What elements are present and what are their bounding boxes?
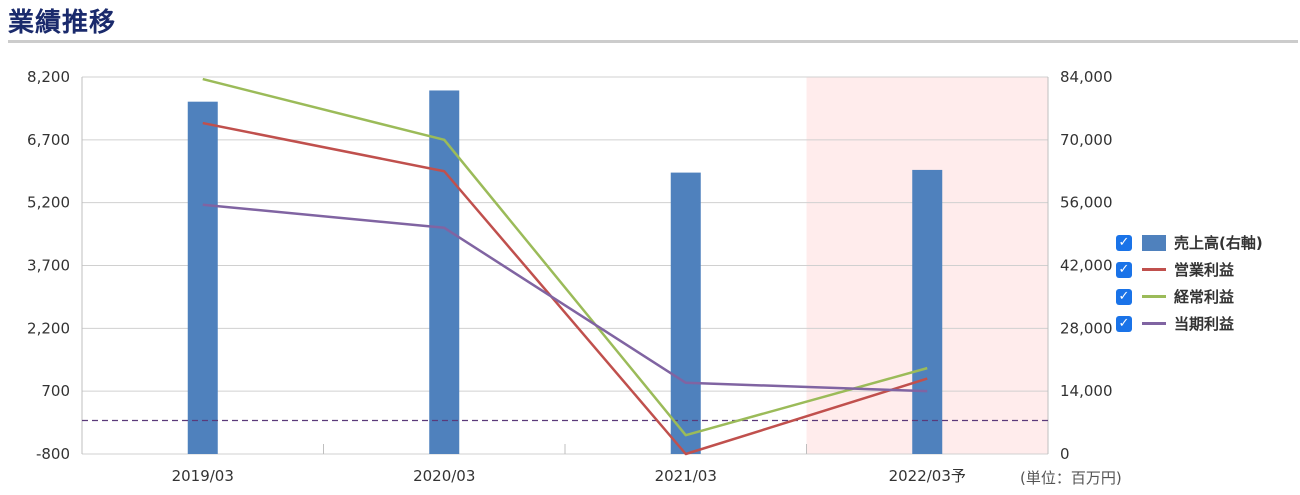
- checkbox-icon[interactable]: ✓: [1116, 288, 1132, 305]
- legend-item-operating-profit[interactable]: ✓ 営業利益: [1116, 256, 1296, 283]
- legend-label: 経常利益: [1174, 288, 1235, 306]
- x-axis-tick-label: 2019/03: [172, 467, 234, 485]
- legend-item-sales[interactable]: ✓ 売上高(右軸): [1116, 229, 1296, 256]
- checkbox-icon[interactable]: ✓: [1116, 234, 1132, 251]
- legend-label: 売上高(右軸): [1174, 234, 1263, 252]
- right-axis-tick-label: 0: [1060, 445, 1070, 463]
- right-axis-tick-label: 42,000: [1060, 257, 1113, 275]
- checkbox-icon[interactable]: ✓: [1116, 261, 1132, 278]
- left-axis-tick-label: 8,200: [27, 68, 70, 86]
- page-title: 業績推移: [8, 8, 117, 38]
- checkbox-icon[interactable]: ✓: [1116, 315, 1132, 332]
- sales-bar: [912, 169, 943, 454]
- right-axis-tick-label: 28,000: [1060, 319, 1113, 337]
- left-axis-tick-label: 700: [41, 382, 70, 400]
- legend-swatch-sales: [1142, 234, 1166, 251]
- left-axis-tick-label: 5,200: [27, 194, 70, 212]
- ordinary-profit-line: [202, 77, 928, 437]
- unit-note: (単位：百万円): [1020, 469, 1122, 487]
- right-axis-tick-label: 84,000: [1060, 68, 1113, 86]
- legend-label: 営業利益: [1174, 261, 1235, 279]
- net-profit-line: [202, 203, 928, 393]
- left-axis-tick-label: 6,700: [27, 131, 70, 149]
- x-axis-tick-label: 2022/03予: [889, 467, 966, 485]
- right-axis-tick-label: 70,000: [1060, 131, 1113, 149]
- legend-swatch-ordinary-profit: [1142, 295, 1166, 298]
- sales-bar: [187, 101, 218, 455]
- legend-swatch-net-profit: [1142, 322, 1166, 325]
- x-axis-tick-label: 2020/03: [413, 467, 475, 485]
- legend-swatch-operating-profit: [1142, 268, 1166, 271]
- right-axis-tick-label: 14,000: [1060, 382, 1113, 400]
- right-axis-tick-label: 56,000: [1060, 194, 1113, 212]
- legend-item-ordinary-profit[interactable]: ✓ 経常利益: [1116, 283, 1296, 310]
- chart-legend: ✓ 売上高(右軸) ✓ 営業利益 ✓ 経常利益 ✓ 当期利益: [1116, 229, 1296, 337]
- operating-profit-line: [202, 121, 928, 456]
- left-axis-tick-label: 2,200: [27, 319, 70, 337]
- left-axis-tick-label: -800: [36, 445, 70, 463]
- x-axis-tick-label: 2021/03: [655, 467, 717, 485]
- left-axis-tick-label: 3,700: [27, 257, 70, 275]
- sales-bar: [670, 172, 701, 454]
- legend-item-net-profit[interactable]: ✓ 当期利益: [1116, 310, 1296, 337]
- title-divider: [8, 40, 1298, 43]
- legend-label: 当期利益: [1174, 315, 1235, 333]
- sales-bar: [429, 90, 460, 454]
